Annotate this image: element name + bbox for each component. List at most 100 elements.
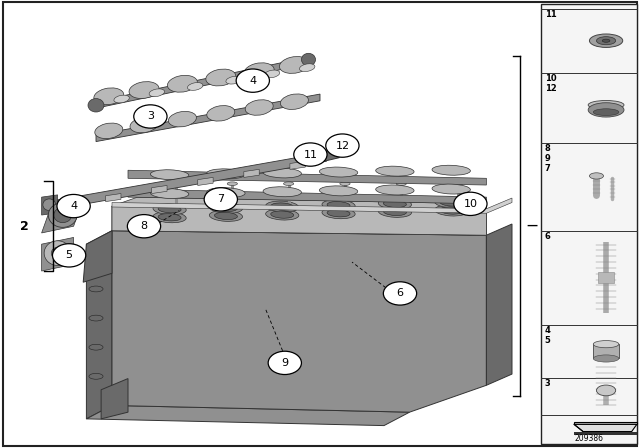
- Polygon shape: [574, 422, 637, 424]
- Ellipse shape: [319, 186, 358, 196]
- Circle shape: [204, 188, 237, 211]
- Ellipse shape: [300, 64, 315, 72]
- Ellipse shape: [149, 89, 164, 97]
- Ellipse shape: [227, 182, 237, 185]
- Text: 10
12: 10 12: [545, 74, 556, 93]
- Circle shape: [383, 282, 417, 305]
- Ellipse shape: [596, 37, 616, 45]
- Ellipse shape: [588, 100, 624, 109]
- Circle shape: [326, 134, 359, 157]
- Circle shape: [57, 194, 90, 218]
- Ellipse shape: [322, 208, 355, 219]
- Ellipse shape: [593, 355, 619, 362]
- Ellipse shape: [153, 212, 186, 223]
- Polygon shape: [83, 231, 112, 282]
- Ellipse shape: [589, 173, 604, 179]
- Ellipse shape: [214, 212, 237, 220]
- Polygon shape: [112, 206, 486, 235]
- Text: 12: 12: [335, 141, 349, 151]
- Ellipse shape: [88, 99, 104, 112]
- Ellipse shape: [89, 344, 103, 350]
- Ellipse shape: [209, 202, 243, 213]
- Circle shape: [52, 244, 86, 267]
- Text: 3: 3: [147, 112, 154, 121]
- Ellipse shape: [168, 75, 197, 92]
- Text: 6: 6: [545, 232, 550, 241]
- Circle shape: [127, 215, 161, 238]
- Text: 4: 4: [249, 76, 257, 86]
- Ellipse shape: [588, 103, 624, 117]
- Circle shape: [454, 192, 487, 215]
- Polygon shape: [128, 170, 486, 185]
- FancyBboxPatch shape: [541, 4, 637, 444]
- Polygon shape: [112, 198, 512, 213]
- Text: 8
9
7: 8 9 7: [545, 144, 550, 172]
- Ellipse shape: [114, 95, 129, 103]
- Ellipse shape: [226, 76, 241, 84]
- Polygon shape: [86, 405, 410, 426]
- Text: —  1: — 1: [527, 221, 554, 231]
- Ellipse shape: [301, 53, 316, 66]
- Ellipse shape: [150, 170, 189, 180]
- Text: 9: 9: [281, 358, 289, 368]
- Ellipse shape: [602, 39, 610, 42]
- Ellipse shape: [432, 184, 470, 194]
- Ellipse shape: [593, 340, 619, 348]
- Polygon shape: [60, 202, 75, 210]
- Polygon shape: [42, 199, 83, 233]
- Ellipse shape: [319, 167, 358, 177]
- Polygon shape: [320, 148, 339, 162]
- Ellipse shape: [284, 182, 294, 185]
- Ellipse shape: [376, 185, 414, 195]
- Ellipse shape: [89, 286, 103, 292]
- Text: 10: 10: [463, 199, 477, 209]
- Polygon shape: [198, 177, 213, 185]
- Text: 2: 2: [20, 220, 29, 233]
- Ellipse shape: [440, 199, 463, 206]
- Ellipse shape: [589, 34, 623, 47]
- Ellipse shape: [206, 69, 236, 86]
- Ellipse shape: [440, 207, 463, 214]
- Ellipse shape: [452, 182, 463, 185]
- Ellipse shape: [340, 182, 350, 185]
- Polygon shape: [112, 197, 486, 235]
- Ellipse shape: [435, 197, 468, 208]
- Ellipse shape: [43, 199, 56, 211]
- FancyBboxPatch shape: [598, 272, 614, 283]
- Text: 209386: 209386: [574, 434, 604, 443]
- Text: 4: 4: [70, 201, 77, 211]
- Ellipse shape: [129, 82, 159, 99]
- Ellipse shape: [95, 123, 123, 138]
- Polygon shape: [574, 424, 637, 431]
- Polygon shape: [152, 185, 167, 194]
- Ellipse shape: [263, 168, 301, 178]
- Circle shape: [236, 69, 269, 92]
- Ellipse shape: [54, 207, 72, 223]
- Ellipse shape: [94, 88, 124, 105]
- Ellipse shape: [130, 117, 158, 133]
- Ellipse shape: [188, 82, 203, 90]
- Polygon shape: [96, 94, 320, 142]
- Ellipse shape: [593, 109, 619, 116]
- Circle shape: [268, 351, 301, 375]
- Text: 4
5: 4 5: [545, 326, 550, 345]
- Ellipse shape: [327, 202, 350, 209]
- Ellipse shape: [327, 210, 350, 217]
- Text: 8: 8: [140, 221, 148, 231]
- Ellipse shape: [378, 198, 412, 209]
- Ellipse shape: [51, 247, 64, 259]
- Circle shape: [134, 105, 167, 128]
- Polygon shape: [48, 152, 326, 211]
- Circle shape: [294, 143, 327, 166]
- Ellipse shape: [245, 100, 273, 115]
- Ellipse shape: [396, 182, 406, 185]
- Ellipse shape: [280, 94, 308, 109]
- Ellipse shape: [266, 201, 299, 212]
- Polygon shape: [128, 189, 486, 204]
- Text: 11: 11: [545, 10, 556, 19]
- Ellipse shape: [271, 211, 294, 218]
- Ellipse shape: [376, 166, 414, 176]
- Ellipse shape: [171, 182, 181, 185]
- Ellipse shape: [207, 106, 235, 121]
- Ellipse shape: [207, 188, 245, 198]
